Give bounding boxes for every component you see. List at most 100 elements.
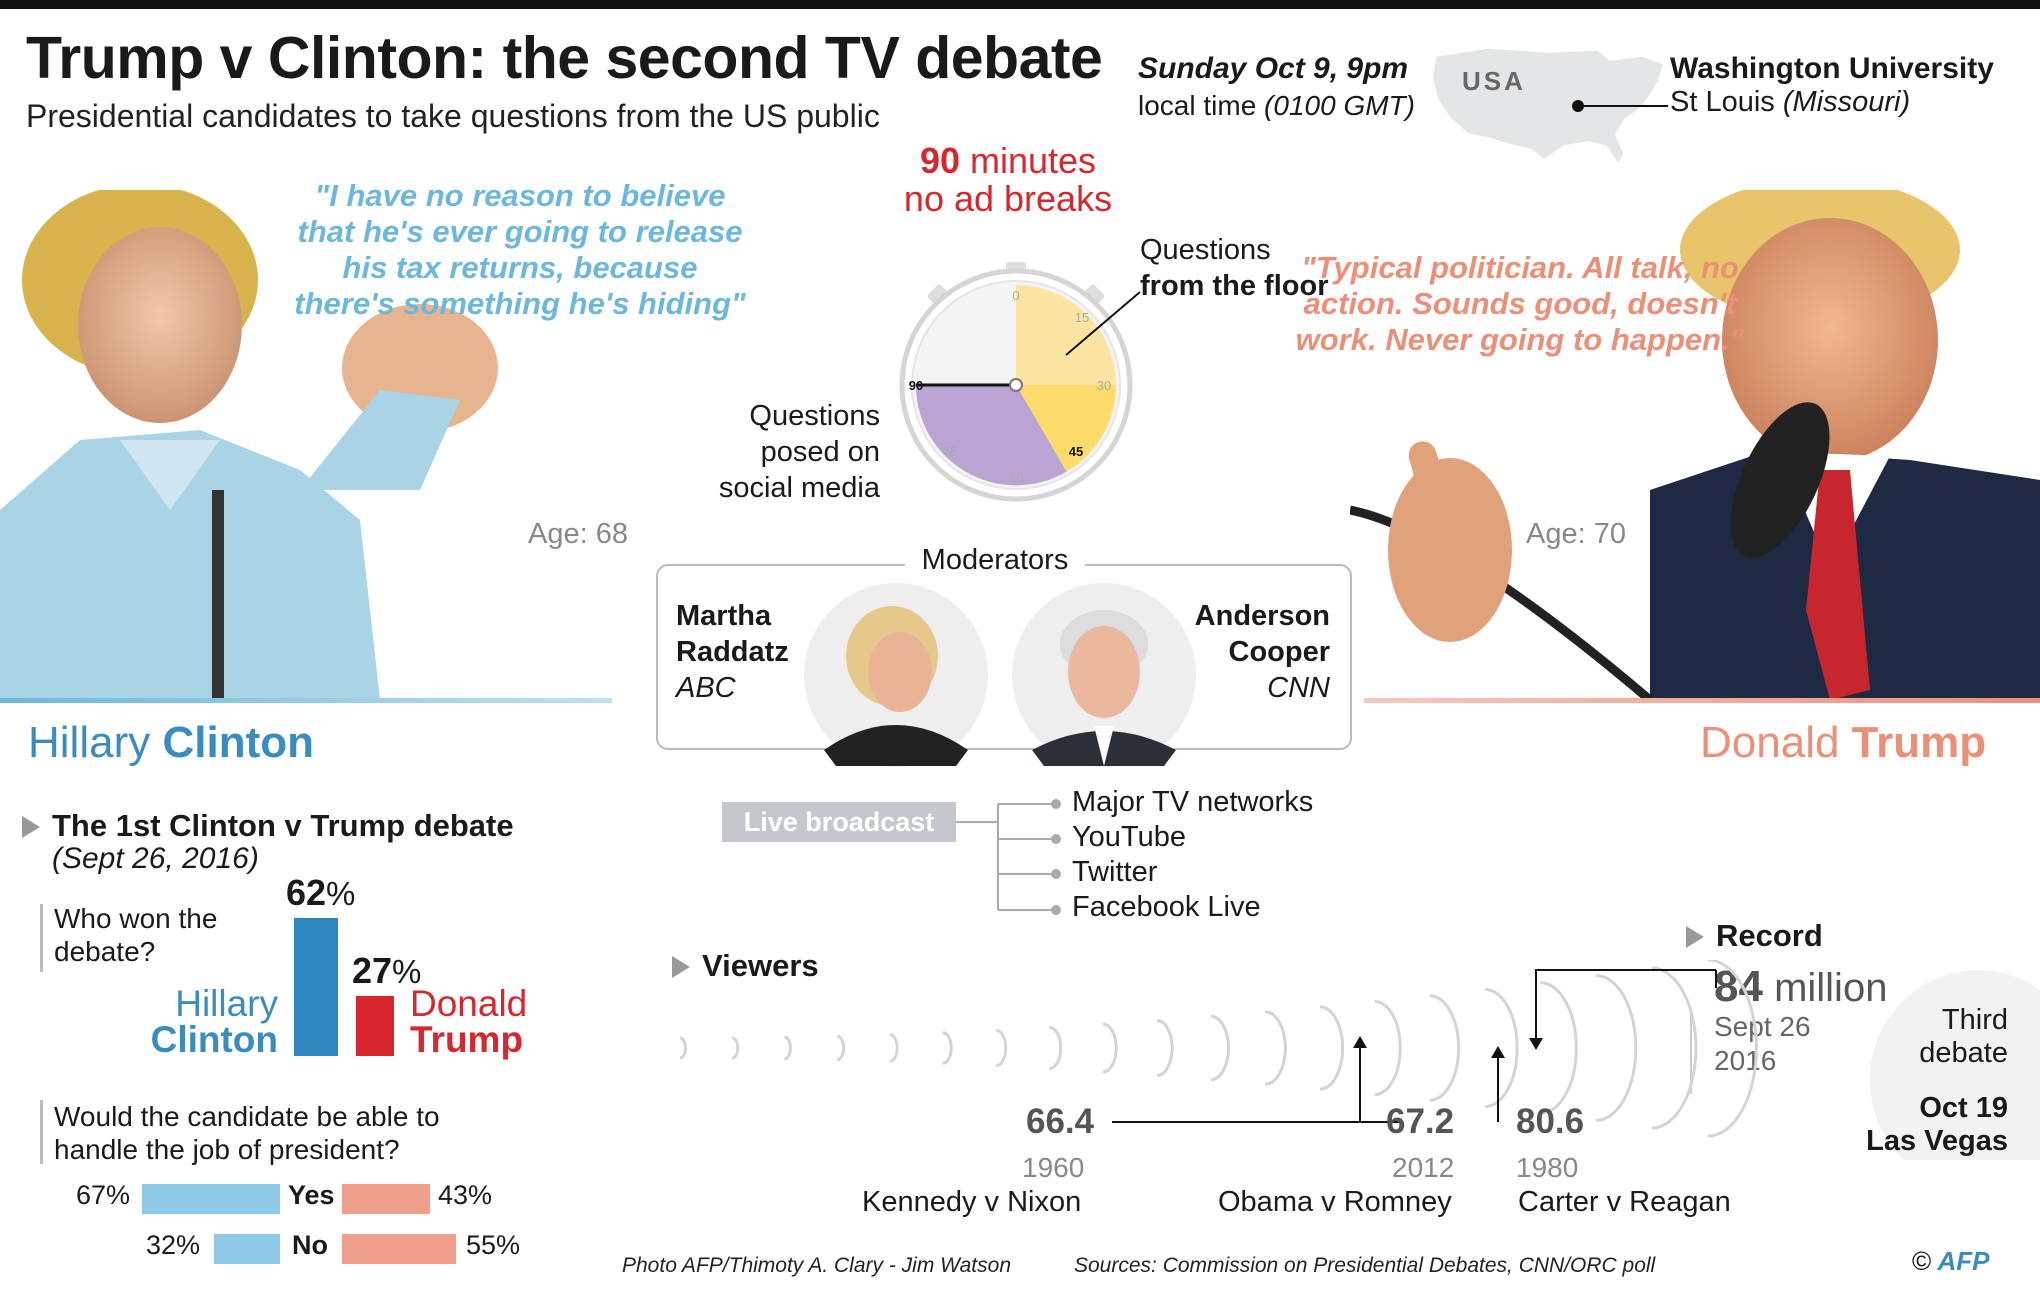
viewer-wave	[679, 1036, 687, 1060]
map-label: USA	[1462, 66, 1526, 96]
event-date-time: Sunday Oct 9, 9pm	[1138, 52, 1409, 85]
venue-city: St Louis (Missouri)	[1670, 86, 1911, 118]
viewer-wave	[1102, 1022, 1118, 1074]
clinton-face	[78, 227, 242, 423]
job-question-rule	[40, 1100, 43, 1164]
kennedy-leader	[1112, 1046, 1361, 1123]
trump-underline	[1364, 698, 2040, 703]
trump-face	[1722, 218, 1938, 462]
clinton-poll-label: Hillary Clinton	[150, 983, 278, 1060]
sources-credit: Sources: Commission on Presidential Deba…	[1074, 1254, 1656, 1277]
job-question: Would the candidate be able to handle th…	[54, 1101, 440, 1165]
viewer-wave	[1265, 1010, 1287, 1086]
floor-leader-line	[1065, 291, 1141, 356]
usa-map	[1431, 47, 1668, 166]
viewer-wave	[836, 1034, 846, 1062]
segment-floor-questions	[1016, 285, 1116, 385]
clinton-photo	[0, 190, 498, 700]
floor-questions-label: Questions from the floor	[1140, 234, 1329, 302]
obama-name: Obama v Romney	[1218, 1186, 1452, 1218]
clinton-win-pct: 62%	[286, 872, 356, 913]
clinton-no-pct: 32%	[146, 1230, 201, 1260]
trump-no-pct: 55%	[466, 1230, 521, 1260]
viewer-wave	[889, 1033, 899, 1063]
raddatz-face	[868, 632, 932, 712]
who-won-question: Who won the debate?	[54, 903, 218, 967]
record-rule	[1690, 1010, 1692, 1094]
carter-year: 1980	[1516, 1152, 1579, 1183]
platform-tv: Major TV networks	[1072, 786, 1314, 818]
dial-tick-30: 30	[1097, 378, 1111, 393]
broadcast-tree	[956, 799, 1061, 915]
dial-tick-45: 45	[1069, 444, 1083, 459]
clinton-quote: "I have no reason to believe that he's e…	[294, 178, 746, 321]
live-broadcast-tag: Live broadcast	[722, 802, 956, 842]
stopwatch-button-left	[927, 284, 947, 304]
social-questions-label: Questions posed on social media	[718, 400, 880, 504]
arrow-right-icon	[672, 956, 690, 978]
moderators-box	[656, 564, 1352, 750]
viewer-wave	[784, 1035, 792, 1061]
trump-hand	[1388, 458, 1512, 642]
clinton-name: Hillary Clinton	[28, 718, 314, 767]
viewer-wave	[942, 1031, 953, 1065]
debate-duration: 90 minutes no ad breaks	[903, 140, 1113, 219]
venue-name: Washington University	[1670, 52, 1994, 85]
carter-arrow-head	[1491, 1046, 1505, 1058]
viewer-wave	[1049, 1025, 1063, 1071]
viewers-heading: Viewers	[672, 948, 819, 984]
stopwatch-dial: 0 15 30 45 60 75 90	[899, 262, 1141, 502]
clinton-yes-pct: 67%	[76, 1180, 131, 1210]
viewer-wave	[1374, 999, 1402, 1097]
cooper-photo	[1012, 583, 1196, 767]
clinton-jacket	[0, 430, 380, 700]
clinton-arm	[300, 390, 460, 490]
trump-microphone	[1730, 402, 1830, 558]
viewer-wave	[1540, 981, 1578, 1115]
who-won-rule	[40, 904, 43, 972]
trump-win-pct: 27%	[352, 950, 422, 991]
first-debate-date: (Sept 26, 2016)	[52, 842, 259, 875]
kennedy-viewers: 66.4	[1026, 1102, 1095, 1141]
viewer-wave	[731, 1036, 740, 1060]
trump-quote: "Typical politician. All talk, no action…	[1295, 250, 1745, 357]
stopwatch-pin	[1009, 378, 1023, 392]
venue-marker	[1572, 100, 1584, 112]
raddatz-jacket	[824, 725, 968, 766]
top-rule	[0, 0, 2040, 9]
viewer-wave	[1319, 1005, 1345, 1091]
trump-yes-bar	[342, 1184, 430, 1214]
trump-poll-label: Donald Trump	[410, 983, 528, 1060]
record-heading: Record	[1686, 918, 1823, 954]
trump-age: Age: 70	[1526, 518, 1626, 550]
carter-name: Carter v Reagan	[1518, 1186, 1731, 1218]
stopwatch-button-right	[1085, 284, 1105, 304]
no-label: No	[292, 1230, 328, 1260]
dial-tick-90: 90	[909, 378, 923, 393]
dial-tick-0: 0	[1012, 288, 1019, 303]
kennedy-name: Kennedy v Nixon	[862, 1186, 1082, 1218]
obama-leader	[1359, 1084, 1380, 1123]
clinton-yes-bar	[142, 1184, 280, 1214]
record-arrow-head	[1529, 1038, 1543, 1050]
photo-credit: Photo AFP/Thimoty A. Clary - Jim Watson	[622, 1254, 1011, 1277]
page-title: Trump v Clinton: the second TV debate	[26, 25, 1103, 91]
viewer-wave	[1156, 1018, 1174, 1078]
moderator-raddatz: Martha Raddatz ABC	[676, 600, 789, 704]
trump-finger	[1408, 441, 1456, 535]
arrow-right-icon	[1686, 926, 1704, 948]
segment-floor-questions-2	[1016, 385, 1117, 472]
record-arrow-line	[1535, 969, 1716, 1040]
yes-label: Yes	[288, 1180, 335, 1210]
tree-dot-2	[1051, 834, 1061, 844]
dial-tick-60: 60	[1009, 470, 1023, 485]
viewer-wave	[995, 1028, 1008, 1068]
kennedy-arrow-head	[1353, 1036, 1367, 1048]
page-subtitle: Presidential candidates to take question…	[26, 98, 880, 134]
trump-no-bar	[342, 1234, 456, 1264]
carter-viewers: 80.6	[1516, 1102, 1585, 1141]
viewer-wave	[1429, 994, 1461, 1102]
moderator-cooper: Anderson Cooper CNN	[1194, 600, 1330, 704]
trump-win-bar	[356, 996, 394, 1056]
kennedy-year: 1960	[1022, 1152, 1085, 1183]
